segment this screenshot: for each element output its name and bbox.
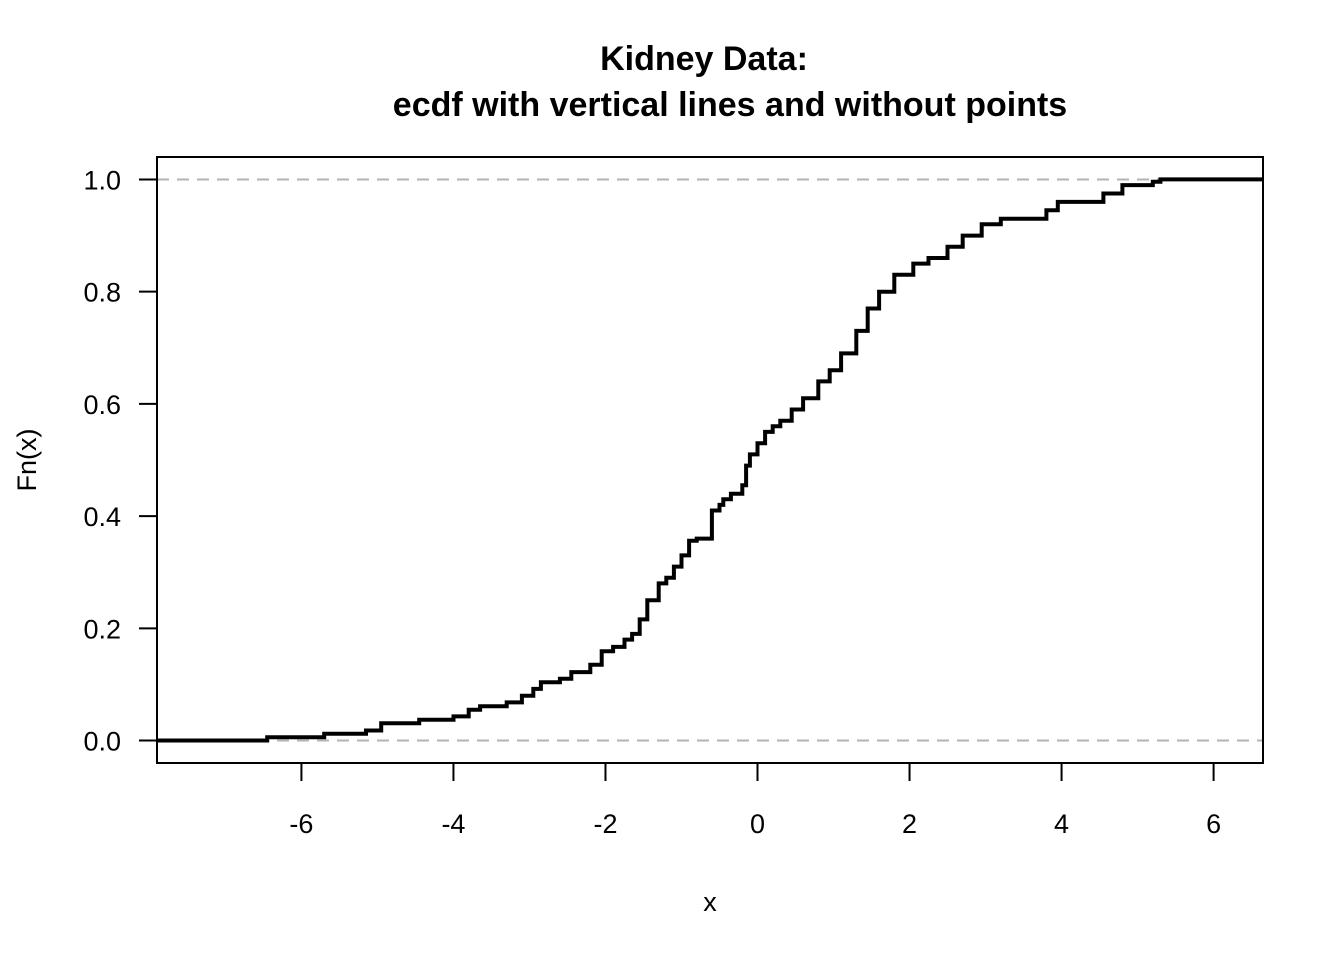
ecdf-series-path <box>157 177 1263 743</box>
x-axis-label: x <box>703 887 717 917</box>
y-axis: 0.0 0.2 0.4 0.6 0.8 1.0 <box>83 165 157 757</box>
chart-title: Kidney Data: <box>600 40 808 78</box>
plot-frame <box>156 156 1264 764</box>
x-tick-label-0: -6 <box>289 809 313 839</box>
x-tick-label-4: 2 <box>902 809 917 839</box>
reference-lines <box>157 178 1263 742</box>
x-tick-label-3: 0 <box>750 809 765 839</box>
x-tick-label-2: -2 <box>593 809 617 839</box>
chart-subtitle: ecdf with vertical lines and without poi… <box>393 86 1067 124</box>
x-tick-label-1: -4 <box>441 809 465 839</box>
x-tick-label-5: 4 <box>1054 809 1069 839</box>
y-tick-label-5: 1.0 <box>83 165 121 195</box>
x-tick-label-6: 6 <box>1206 809 1221 839</box>
y-tick-label-3: 0.6 <box>83 390 121 420</box>
y-tick-label-1: 0.2 <box>83 614 121 644</box>
y-axis-label: Fn(x) <box>12 429 42 492</box>
ecdf-step-line <box>157 177 1263 743</box>
y-tick-label-2: 0.4 <box>83 502 121 532</box>
y-tick-label-4: 0.8 <box>83 278 121 308</box>
x-axis: -6 -4 -2 0 2 4 6 <box>289 763 1221 839</box>
y-tick-label-0: 0.0 <box>83 727 121 757</box>
